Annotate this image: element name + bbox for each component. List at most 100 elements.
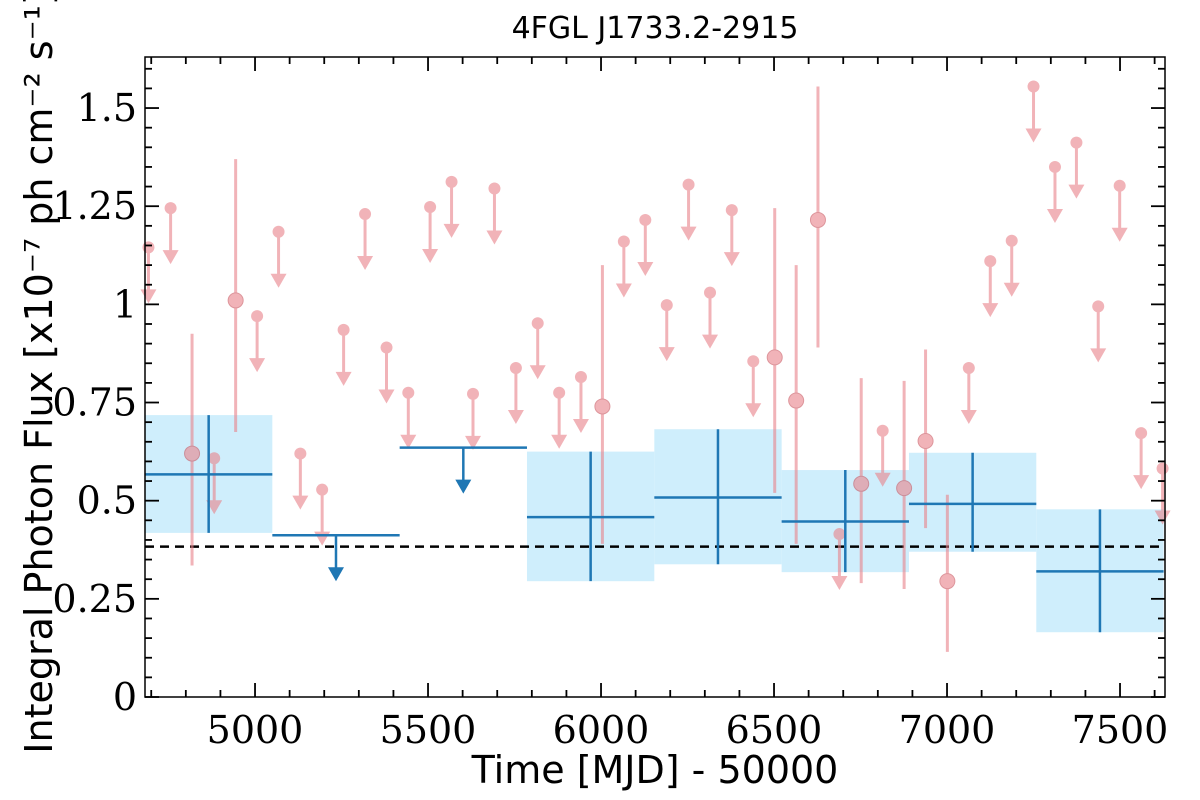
upper-limit-arrow <box>1154 510 1171 525</box>
upper-limit-arrow <box>960 409 977 424</box>
upper-limit-marker <box>660 299 673 312</box>
upper-limit-arrow <box>680 226 697 241</box>
upper-limit-marker <box>164 202 177 215</box>
flux-marker <box>896 480 913 497</box>
upper-limit-arrow <box>1046 208 1063 223</box>
flux-marker <box>594 398 611 415</box>
short-bin-point <box>227 159 244 432</box>
upper-limit-marker <box>833 528 846 541</box>
upper-limit-arrow <box>249 358 266 373</box>
upper-limit-marker <box>682 178 695 191</box>
short-bin-point <box>292 447 309 510</box>
upper-limit-arrow <box>1090 348 1107 363</box>
upper-limit-marker <box>704 286 717 299</box>
y-tick-label: 1.5 <box>77 86 137 130</box>
upper-limit-marker <box>984 255 997 268</box>
upper-limit-arrow <box>1025 128 1042 143</box>
upper-limit-arrow <box>400 434 417 449</box>
upper-limit-arrow <box>140 289 157 304</box>
short-bin-point <box>1025 80 1042 143</box>
flux-marker <box>766 349 783 366</box>
upper-limit-marker <box>294 447 307 460</box>
short-bin-point <box>357 208 374 271</box>
short-bin-point <box>658 299 675 362</box>
upper-limit-marker <box>251 310 264 323</box>
upper-limit-arrow <box>314 531 331 546</box>
short-bin-point <box>249 310 266 373</box>
upper-limit-marker <box>1027 80 1040 93</box>
long-bin-point <box>272 533 400 582</box>
short-bin-point <box>788 265 805 544</box>
x-axis-ticks: 5000 5500 6000 6500 7000 7500 <box>150 57 1168 752</box>
short-bin-series <box>140 80 1171 652</box>
upper-limit-arrow <box>422 248 439 263</box>
chart-title: 4FGL J1733.2-2915 <box>512 11 799 46</box>
upper-limit-marker <box>617 235 630 248</box>
short-bin-point <box>551 386 568 449</box>
upper-limit-arrow <box>465 435 482 450</box>
upper-limit-arrow <box>357 256 374 271</box>
upper-limit-arrow <box>982 303 999 318</box>
short-bin-point <box>529 317 546 380</box>
long-bin-point <box>145 415 273 533</box>
flux-marker <box>809 211 826 228</box>
short-bin-point <box>874 424 891 487</box>
upper-limit-marker <box>1113 179 1126 192</box>
upper-limit-marker <box>316 483 329 496</box>
upper-limit-arrow <box>874 472 891 487</box>
short-bin-point <box>270 225 287 288</box>
short-bin-point <box>615 235 632 298</box>
upper-limit-marker <box>467 387 480 400</box>
short-bin-point <box>184 333 201 566</box>
short-bin-point <box>917 349 934 529</box>
upper-limit-marker <box>1135 427 1148 440</box>
upper-limit-marker <box>1005 234 1018 247</box>
upper-limit-arrow <box>378 389 395 404</box>
long-bin-point <box>908 452 1037 552</box>
long-bin-point <box>654 429 782 565</box>
plot-frame <box>144 56 1166 698</box>
short-bin-point <box>1046 160 1063 223</box>
upper-limit-marker <box>1092 300 1105 313</box>
y-tick-label: 0.25 <box>52 577 137 621</box>
upper-limit-marker <box>208 452 221 465</box>
short-bin-point <box>400 386 417 449</box>
upper-limit-marker <box>747 355 760 368</box>
y-tick-label: 1.25 <box>52 184 137 228</box>
upper-limit-marker <box>639 213 652 226</box>
y-tick-label: 0.5 <box>77 479 137 523</box>
y-tick-label: 0 <box>113 675 137 719</box>
short-bin-point <box>960 361 977 424</box>
short-bin-point <box>594 265 611 544</box>
flux-marker <box>853 475 870 492</box>
upper-limit-arrow <box>637 261 654 276</box>
upper-limit-arrow <box>551 434 568 449</box>
upper-limit-arrow <box>327 567 344 582</box>
upper-limit-arrow <box>723 252 740 267</box>
short-bin-point <box>702 286 719 349</box>
short-bin-point <box>809 86 826 348</box>
short-bin-point <box>572 371 589 433</box>
upper-limit-marker <box>402 386 415 399</box>
long-bin-point <box>781 470 909 573</box>
short-bin-point <box>637 213 654 276</box>
upper-limit-marker <box>876 424 889 437</box>
short-bin-point <box>680 178 697 241</box>
x-axis-label: Time [MJD] - 50000 <box>471 748 839 792</box>
upper-limit-arrow <box>162 250 179 265</box>
upper-limit-marker <box>488 182 501 195</box>
upper-limit-marker <box>337 323 350 336</box>
upper-limit-marker <box>553 386 566 399</box>
upper-limit-marker <box>509 361 522 374</box>
upper-limit-marker <box>380 341 393 354</box>
upper-limit-marker <box>574 371 587 383</box>
x-tick-label: 5500 <box>380 708 477 752</box>
upper-limit-marker <box>359 208 372 221</box>
upper-limit-arrow <box>335 371 352 386</box>
long-bin-point <box>399 446 527 494</box>
x-tick-label: 5000 <box>207 708 304 752</box>
upper-limit-marker <box>445 175 458 188</box>
y-tick-label: 0.75 <box>52 381 137 425</box>
short-bin-point <box>766 208 783 493</box>
